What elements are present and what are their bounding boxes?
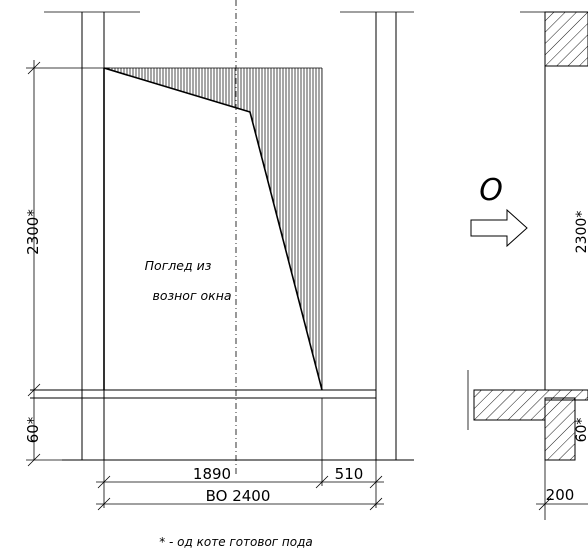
view-marker: O xyxy=(479,173,503,208)
dim-right-width: 510 xyxy=(335,465,364,483)
tick-bottom xyxy=(27,453,41,467)
leaf-hatch xyxy=(104,68,322,390)
view-note-line2: возног окна xyxy=(152,288,231,303)
dim-left-width: 1890 xyxy=(193,465,231,483)
side-wall-width: 200 xyxy=(546,486,575,504)
side-sill-label: 60* xyxy=(574,418,588,443)
side-section: O 2300* 60* 200 xyxy=(467,11,588,520)
opening-diagonal xyxy=(103,67,323,391)
wall-below-hatch xyxy=(544,397,576,461)
tick-mid xyxy=(27,383,41,397)
lintel-hatch xyxy=(544,11,588,67)
tick-top xyxy=(27,61,41,75)
height-label: 2300* xyxy=(24,209,42,255)
front-elevation: 2300* 60* Поглед из возног окна 1890 510… xyxy=(24,0,414,549)
dim-total-width: BO 2400 xyxy=(206,487,271,505)
side-height-label: 2300* xyxy=(574,211,588,254)
view-note-line1: Поглед из xyxy=(145,258,212,273)
view-arrow-icon xyxy=(470,208,528,248)
sill-height-label: 60* xyxy=(24,416,42,443)
footnote: * - од коте готовог пода xyxy=(159,535,313,549)
